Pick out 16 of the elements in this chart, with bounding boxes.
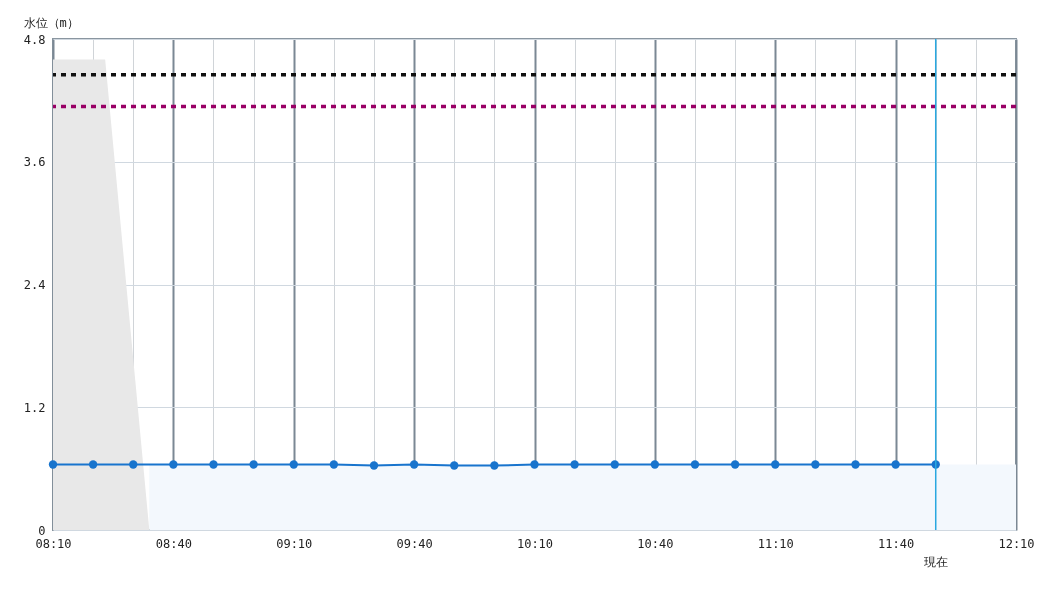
x-tick-label: 10:40: [637, 536, 674, 551]
x-tick-label: 11:10: [757, 536, 794, 551]
ref-line-label: 現在: [923, 555, 948, 569]
x-tick-label: 09:40: [396, 536, 433, 551]
y-axis-title: 水位（m）: [23, 15, 79, 30]
y-tick-label: 2.4: [23, 278, 46, 292]
x-tick-label: 10:10: [516, 536, 554, 551]
y-tick-label: 4.8: [23, 32, 46, 47]
x-tick-label: 08:40: [155, 536, 192, 551]
x-tick-label: 09:10: [276, 536, 313, 551]
x-tick-label: 08:10: [35, 536, 72, 551]
x-tick-label: 11:40: [878, 536, 915, 551]
x-tick-label: 12:10: [998, 536, 1035, 551]
y-tick-label: 0: [38, 523, 46, 538]
y-tick-label: 3.6: [23, 155, 46, 170]
y-tick-label: 1.2: [23, 400, 46, 415]
